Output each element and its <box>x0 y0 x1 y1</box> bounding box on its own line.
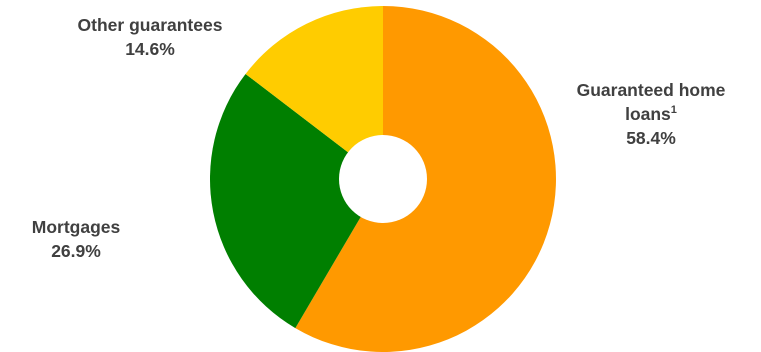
slice-label-guaranteed-home-loans: Guaranteed home loans1 58.4% <box>556 78 746 150</box>
slice-name-guaranteed-home-loans-line1: Guaranteed home loans <box>576 80 726 124</box>
slice-other-guarantees <box>245 5 383 180</box>
footnote-marker: 1 <box>670 104 677 116</box>
slice-label-mortgages: Mortgages 26.9% <box>10 215 142 263</box>
slice-label-other-guarantees: Other guarantees 14.6% <box>50 13 250 61</box>
slice-value-guaranteed-home-loans: 58.4% <box>626 128 676 148</box>
slice-value-mortgages: 26.9% <box>51 241 101 261</box>
slice-value-other-guarantees: 14.6% <box>125 39 175 59</box>
slice-mortgages <box>209 73 383 329</box>
slice-name-other-guarantees: Other guarantees <box>77 15 223 35</box>
slice-name-mortgages: Mortgages <box>31 217 121 237</box>
donut-hole <box>339 135 427 223</box>
